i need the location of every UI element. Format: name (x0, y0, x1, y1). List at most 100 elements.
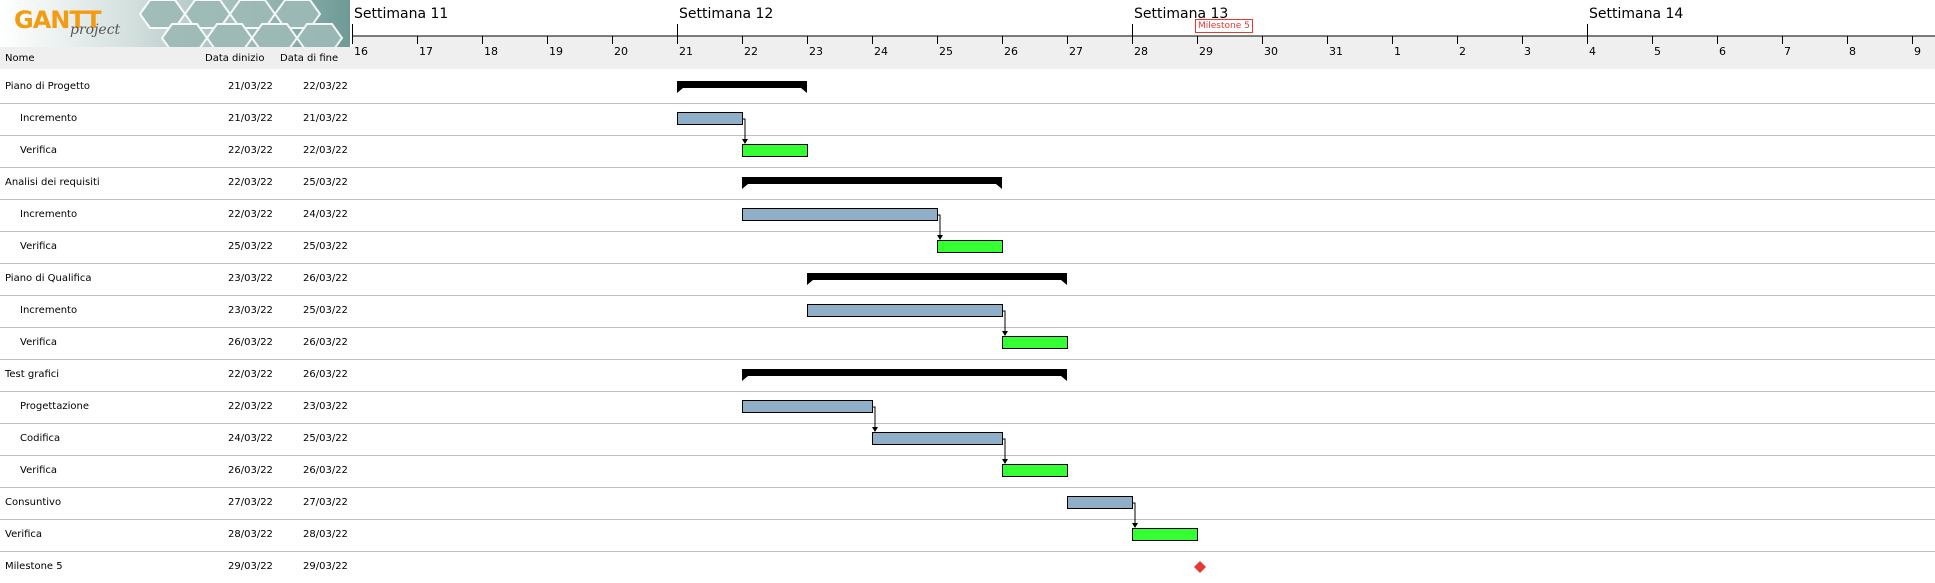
week-label: Settimana 14 (1589, 6, 1684, 22)
task-name[interactable]: Verifica (20, 145, 58, 156)
day-label: 8 (1849, 45, 1856, 58)
dependency-arrowhead (937, 235, 943, 240)
task-end-date[interactable]: 25/03/22 (303, 305, 348, 316)
dependency-line (937, 214, 941, 236)
task-start-date[interactable]: 21/03/22 (228, 81, 273, 92)
task-start-date[interactable]: 27/03/22 (228, 497, 273, 508)
task-name[interactable]: Analisi dei requisiti (5, 177, 100, 188)
task-end-date[interactable]: 25/03/22 (303, 177, 348, 188)
verification-bar (1002, 464, 1068, 477)
task-bar (742, 400, 873, 413)
task-end-date[interactable]: 22/03/22 (303, 145, 348, 156)
task-start-date[interactable]: 25/03/22 (228, 241, 273, 252)
dependency-arrowhead (1002, 331, 1008, 336)
task-end-date[interactable]: 24/03/22 (303, 209, 348, 220)
task-end-date[interactable]: 26/03/22 (303, 369, 348, 380)
summary-bar-cap (742, 184, 748, 189)
task-start-date[interactable]: 22/03/22 (228, 369, 273, 380)
week-label: Settimana 11 (354, 6, 449, 22)
dependency-line (1002, 438, 1006, 460)
task-start-date[interactable]: 22/03/22 (228, 209, 273, 220)
task-start-date[interactable]: 22/03/22 (228, 145, 273, 156)
logo-graphic (0, 0, 350, 47)
task-bar (1067, 496, 1133, 509)
task-name[interactable]: Verifica (20, 465, 58, 476)
task-name[interactable]: Test grafici (5, 369, 60, 380)
milestone-header-tag[interactable]: Milestone 5 (1195, 19, 1253, 33)
day-label: 7 (1784, 45, 1791, 58)
summary-bar (807, 273, 1067, 280)
gantt-project-logo: GANTT project (0, 0, 350, 47)
verification-bar (937, 240, 1003, 253)
day-label: 30 (1264, 45, 1278, 58)
task-name[interactable]: Incremento (20, 113, 78, 124)
day-label: 9 (1914, 45, 1921, 58)
week-label: Settimana 13 (1134, 6, 1229, 22)
day-label: 1 (1394, 45, 1401, 58)
task-name[interactable]: Piano di Progetto (5, 81, 90, 92)
dependency-arrowhead (1132, 523, 1138, 528)
logo-text: GANTT (14, 6, 102, 34)
task-end-date[interactable]: 22/03/22 (303, 81, 348, 92)
column-header-name[interactable]: Nome (5, 53, 35, 64)
task-end-date[interactable]: 25/03/22 (303, 241, 348, 252)
day-label: 26 (1004, 45, 1018, 58)
summary-bar (742, 177, 1002, 184)
task-name[interactable]: Milestone 5 (5, 561, 63, 572)
verification-bar (742, 144, 808, 157)
task-start-date[interactable]: 24/03/22 (228, 433, 273, 444)
task-start-date[interactable]: 23/03/22 (228, 273, 273, 284)
day-label: 2 (1459, 45, 1466, 58)
task-end-date[interactable]: 28/03/22 (303, 529, 348, 540)
task-start-date[interactable]: 21/03/22 (228, 113, 273, 124)
dependency-arrowhead (1002, 459, 1008, 464)
task-name[interactable]: Consuntivo (5, 497, 62, 508)
task-start-date[interactable]: 26/03/22 (228, 337, 273, 348)
dependency-arrowhead (742, 139, 748, 144)
task-bar (742, 208, 938, 221)
task-start-date[interactable]: 22/03/22 (228, 177, 273, 188)
verification-bar (1132, 528, 1198, 541)
summary-bar-cap (801, 88, 807, 93)
task-bar (677, 112, 743, 125)
task-name[interactable]: Piano di Qualifica (5, 273, 92, 284)
task-name[interactable]: Verifica (5, 529, 43, 540)
day-label: 24 (874, 45, 888, 58)
week-label: Settimana 12 (679, 6, 774, 22)
day-label: 4 (1589, 45, 1596, 58)
task-name[interactable]: Codifica (20, 433, 61, 444)
task-start-date[interactable]: 22/03/22 (228, 401, 273, 412)
task-name[interactable]: Verifica (20, 241, 58, 252)
summary-bar-cap (1061, 376, 1067, 381)
day-label: 31 (1329, 45, 1343, 58)
task-start-date[interactable]: 28/03/22 (228, 529, 273, 540)
task-name[interactable]: Progettazione (20, 401, 89, 412)
table-header (0, 47, 352, 69)
day-label: 16 (354, 45, 368, 58)
task-end-date[interactable]: 26/03/22 (303, 337, 348, 348)
task-end-date[interactable]: 26/03/22 (303, 465, 348, 476)
summary-bar (677, 81, 807, 88)
task-end-date[interactable]: 21/03/22 (303, 113, 348, 124)
verification-bar (1002, 336, 1068, 349)
task-end-date[interactable]: 29/03/22 (303, 561, 348, 572)
column-header-start[interactable]: Data dinizio (205, 53, 265, 64)
task-bar (872, 432, 1003, 445)
task-start-date[interactable]: 26/03/22 (228, 465, 273, 476)
task-end-date[interactable]: 26/03/22 (303, 273, 348, 284)
day-label: 17 (419, 45, 433, 58)
task-start-date[interactable]: 29/03/22 (228, 561, 273, 572)
task-end-date[interactable]: 25/03/22 (303, 433, 348, 444)
task-start-date[interactable]: 23/03/22 (228, 305, 273, 316)
summary-bar-cap (996, 184, 1002, 189)
day-label: 22 (744, 45, 758, 58)
task-name[interactable]: Incremento (20, 209, 78, 220)
task-name[interactable]: Incremento (20, 305, 78, 316)
task-end-date[interactable]: 23/03/22 (303, 401, 348, 412)
task-name[interactable]: Verifica (20, 337, 58, 348)
day-label: 27 (1069, 45, 1083, 58)
task-end-date[interactable]: 27/03/22 (303, 497, 348, 508)
dependency-line (1132, 502, 1136, 524)
column-header-end[interactable]: Data di fine (280, 53, 339, 64)
